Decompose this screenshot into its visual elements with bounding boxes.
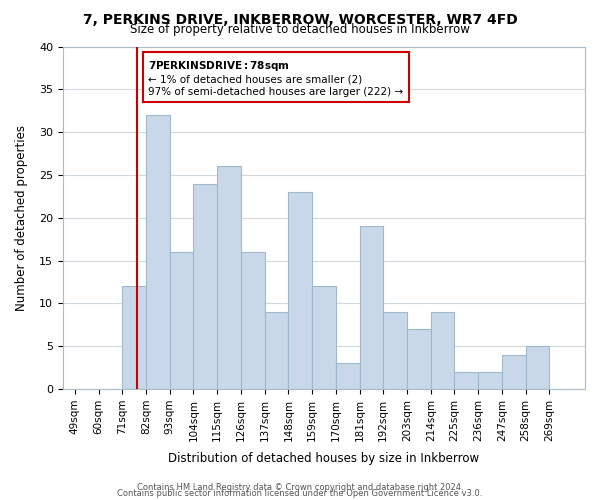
Bar: [241, 252, 265, 389]
Text: Contains HM Land Registry data © Crown copyright and database right 2024.: Contains HM Land Registry data © Crown c…: [137, 484, 463, 492]
Bar: [193, 184, 217, 389]
Bar: [122, 286, 146, 389]
Bar: [502, 355, 526, 389]
Bar: [383, 312, 407, 389]
Bar: [336, 364, 359, 389]
Bar: [454, 372, 478, 389]
Text: Contains public sector information licensed under the Open Government Licence v3: Contains public sector information licen…: [118, 490, 482, 498]
Text: $\bf{7 PERKINS DRIVE: 78sqm}$
← 1% of detached houses are smaller (2)
97% of sem: $\bf{7 PERKINS DRIVE: 78sqm}$ ← 1% of de…: [148, 60, 403, 96]
Bar: [170, 252, 193, 389]
Bar: [407, 329, 431, 389]
X-axis label: Distribution of detached houses by size in Inkberrow: Distribution of detached houses by size …: [169, 452, 479, 465]
Y-axis label: Number of detached properties: Number of detached properties: [15, 125, 28, 311]
Bar: [289, 192, 312, 389]
Text: 7, PERKINS DRIVE, INKBERROW, WORCESTER, WR7 4FD: 7, PERKINS DRIVE, INKBERROW, WORCESTER, …: [83, 12, 517, 26]
Bar: [359, 226, 383, 389]
Bar: [431, 312, 454, 389]
Bar: [312, 286, 336, 389]
Bar: [265, 312, 289, 389]
Bar: [217, 166, 241, 389]
Bar: [478, 372, 502, 389]
Text: Size of property relative to detached houses in Inkberrow: Size of property relative to detached ho…: [130, 22, 470, 36]
Bar: [526, 346, 550, 389]
Bar: [146, 115, 170, 389]
